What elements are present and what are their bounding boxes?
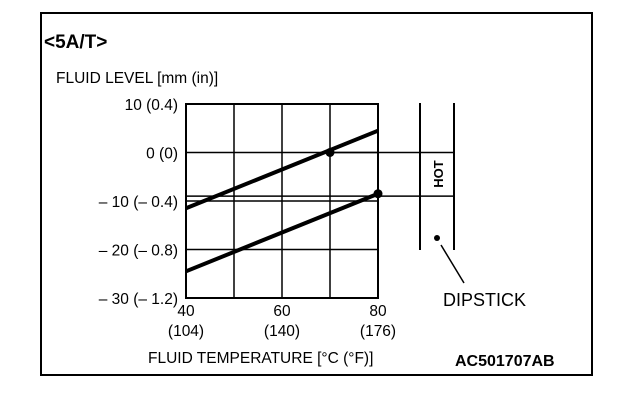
dipstick-hole xyxy=(434,235,440,241)
figure-code: AC501707AB xyxy=(455,353,555,370)
dipstick-label: DIPSTICK xyxy=(443,290,526,310)
x-tick-label: 60 xyxy=(273,303,291,320)
y-tick-labels: 10 (0.4) 0 (0) – 10 (– 0.4) – 20 (– 0.8) – 3… xyxy=(99,97,178,308)
y-tick-label: 10 (0.4) xyxy=(125,97,178,114)
x-tick-labels: 40 (104) 60 (140) 80 (176) xyxy=(168,303,396,340)
figure-border xyxy=(40,12,593,376)
y-tick-label: – 30 (– 1.2) xyxy=(99,291,178,308)
series-lines xyxy=(185,128,379,274)
y-tick-label: 0 (0) xyxy=(146,146,178,163)
grid-lines xyxy=(186,104,378,298)
plot-area xyxy=(185,103,455,299)
marker-points xyxy=(325,148,383,199)
y-axis-label: FLUID LEVEL [mm (in)] xyxy=(56,70,218,87)
x-tick-sub-label: (104) xyxy=(168,323,204,340)
dipstick-diagram: HOT xyxy=(419,103,465,284)
data-point xyxy=(325,148,335,157)
data-point xyxy=(373,189,383,199)
section-title: <5A/T> xyxy=(44,32,107,53)
y-tick-label: – 10 (– 0.4) xyxy=(99,194,178,211)
series-line xyxy=(185,191,379,274)
x-tick-label: 80 xyxy=(369,303,387,320)
reference-lines xyxy=(186,151,455,197)
x-tick-label: 40 xyxy=(177,303,195,320)
y-tick-label: – 20 (– 0.8) xyxy=(99,243,178,260)
x-tick-sub-label: (140) xyxy=(264,323,300,340)
x-axis-label: FLUID TEMPERATURE [°C (°F)] xyxy=(148,350,373,367)
dipstick-leader-line xyxy=(440,244,465,284)
x-tick-sub-label: (176) xyxy=(360,323,396,340)
hot-label: HOT xyxy=(431,160,446,188)
series-line xyxy=(185,128,379,211)
